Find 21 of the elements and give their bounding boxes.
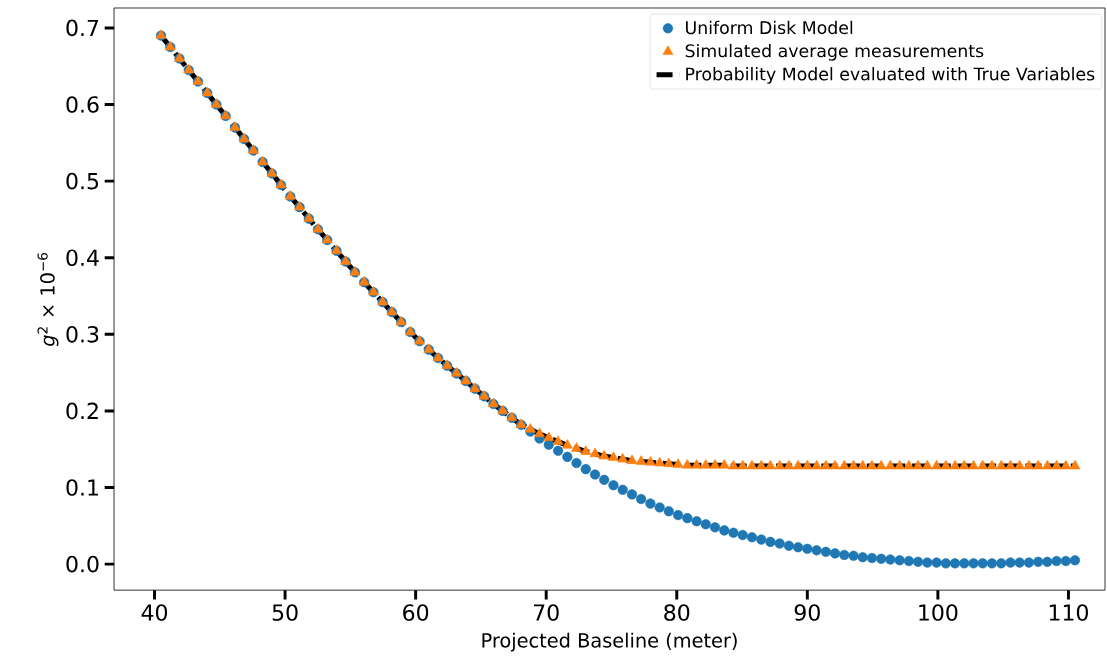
legend-label: Probability Model evaluated with True Variables xyxy=(686,67,1095,84)
x-tick-label: 70 xyxy=(534,604,559,621)
x-tick-label: 50 xyxy=(272,604,298,621)
x-tick-label: 110 xyxy=(1049,604,1088,621)
x-tick-label: 90 xyxy=(794,604,820,621)
y-tick-label: 0.6 xyxy=(66,96,99,113)
y-tick-label: 0.2 xyxy=(66,402,98,420)
y-tick-label: 0.5 xyxy=(66,172,99,190)
x-axis-title: Projected Baseline (meter) xyxy=(482,632,737,652)
legend-label: Uniform Disk Model xyxy=(686,20,853,35)
x-tick-label: 80 xyxy=(664,604,690,621)
y-axis-title: g$^{2}$ × 10$^{−6}$ xyxy=(37,252,59,346)
x-tick-label: 60 xyxy=(403,604,429,621)
y-tick-label: 0.0 xyxy=(66,555,99,573)
legend-label: Simulated average measurements xyxy=(685,43,984,61)
y-tick-label: 0.3 xyxy=(66,325,99,343)
y-tick-label: 0.1 xyxy=(66,479,98,496)
y-tick-label: 0.4 xyxy=(66,249,99,266)
y-tick-label: 0.7 xyxy=(66,19,99,37)
x-tick-label: 40 xyxy=(141,604,168,621)
x-tick-label: 100 xyxy=(919,604,958,621)
